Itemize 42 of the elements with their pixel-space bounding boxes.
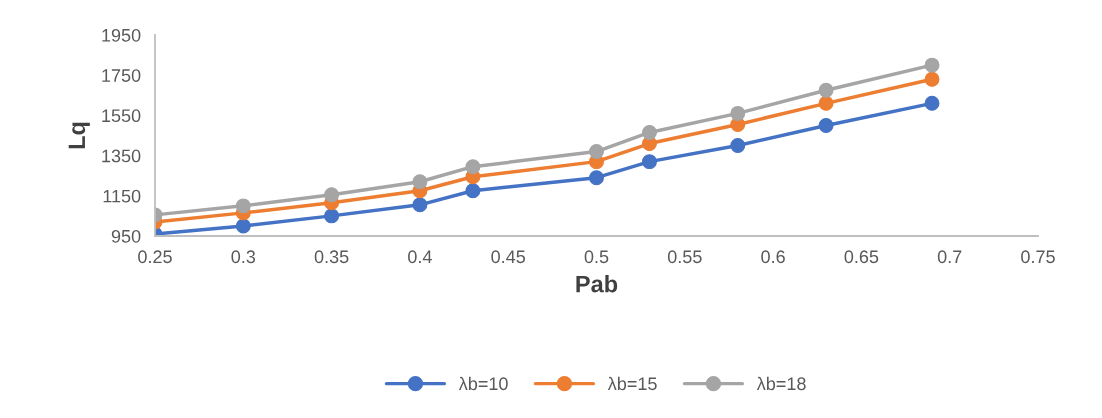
y-tick-label: 1550: [102, 109, 141, 123]
y-tick-label: 950: [111, 229, 141, 243]
legend-label: λb=18: [756, 376, 806, 391]
x-tick-label: 0.35: [314, 250, 349, 264]
point: [730, 105, 746, 121]
point: [324, 187, 340, 203]
x-tick-label: 0.65: [844, 250, 879, 264]
x-tick-label: 0.3: [231, 250, 256, 264]
x-tick-label: 0.45: [491, 250, 526, 264]
point: [818, 117, 834, 133]
point: [818, 95, 834, 111]
point: [924, 57, 940, 73]
point: [730, 138, 746, 154]
x-axis-title: Pab: [576, 275, 618, 293]
x-tick-label: 0.5: [584, 250, 609, 264]
point: [324, 208, 340, 224]
x-tick-label: 0.55: [667, 250, 702, 264]
y-tick-label: 1150: [103, 189, 141, 203]
legend-label: λb=15: [607, 376, 657, 391]
x-tick-label: 0.75: [1021, 250, 1055, 264]
x-tick-label: 0.6: [761, 250, 785, 264]
legend-label: λb=10: [458, 376, 508, 391]
x-tick-label: 0.7: [937, 250, 962, 264]
y-tick-label: 1950: [102, 28, 141, 42]
point: [465, 183, 481, 199]
x-tick-label: 0.4: [408, 250, 432, 264]
point: [235, 198, 251, 214]
y-axis-title: Lq: [68, 122, 90, 149]
point: [818, 82, 834, 98]
y-tick-label: 1750: [102, 69, 141, 82]
y-tick-label: 1350: [102, 149, 141, 163]
point: [924, 95, 940, 111]
point: [235, 218, 251, 234]
x-tick-label: 0.25: [138, 250, 172, 264]
point: [924, 71, 940, 87]
point: [642, 125, 657, 140]
point: [412, 174, 428, 190]
point: [642, 154, 657, 170]
point: [465, 159, 481, 175]
point: [589, 170, 604, 186]
point: [589, 144, 604, 160]
point: [412, 197, 428, 213]
